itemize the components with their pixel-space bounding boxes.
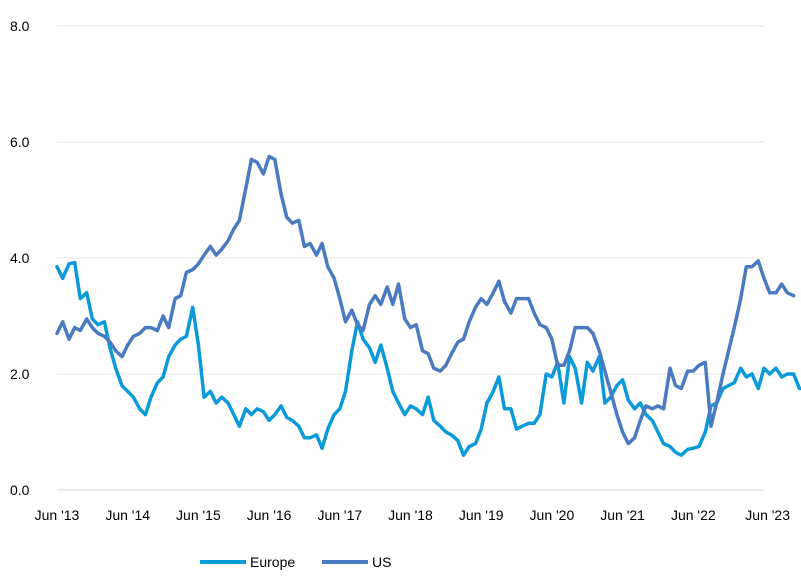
x-tick-label: Jun '16: [247, 507, 292, 523]
y-tick-label: 8.0: [10, 18, 30, 34]
x-tick-label: Jun '17: [317, 507, 362, 523]
series-line-us: [55, 154, 796, 446]
x-tick-label: Jun '15: [176, 507, 221, 523]
y-axis-tick-labels: 0.0 2.0 4.0 6.0 8.0: [10, 18, 30, 498]
x-tick-label: Jun '18: [388, 507, 433, 523]
legend-label-us: US: [372, 554, 391, 570]
series-lines: [55, 154, 801, 457]
x-tick-label: Jun '13: [35, 507, 80, 523]
gridlines: [57, 25, 764, 375]
y-tick-label: 0.0: [10, 482, 30, 498]
y-tick-label: 2.0: [10, 366, 30, 382]
x-tick-label: Jun '21: [600, 507, 645, 523]
x-tick-label: Jun '22: [671, 507, 716, 523]
x-tick-label: Jun '19: [459, 507, 504, 523]
x-tick-label: Jun '23: [745, 507, 790, 523]
x-axis-tick-labels: Jun '13 Jun '14 Jun '15 Jun '16 Jun '17 Jun '…: [35, 507, 791, 523]
x-tick-label: Jun '20: [530, 507, 575, 523]
legend: Europe US: [200, 554, 391, 570]
legend-label-europe: Europe: [250, 554, 295, 570]
x-tick-label: Jun '14: [105, 507, 150, 523]
y-tick-label: 6.0: [10, 134, 30, 150]
y-tick-label: 4.0: [10, 250, 30, 266]
series-line-europe: [55, 260, 801, 457]
